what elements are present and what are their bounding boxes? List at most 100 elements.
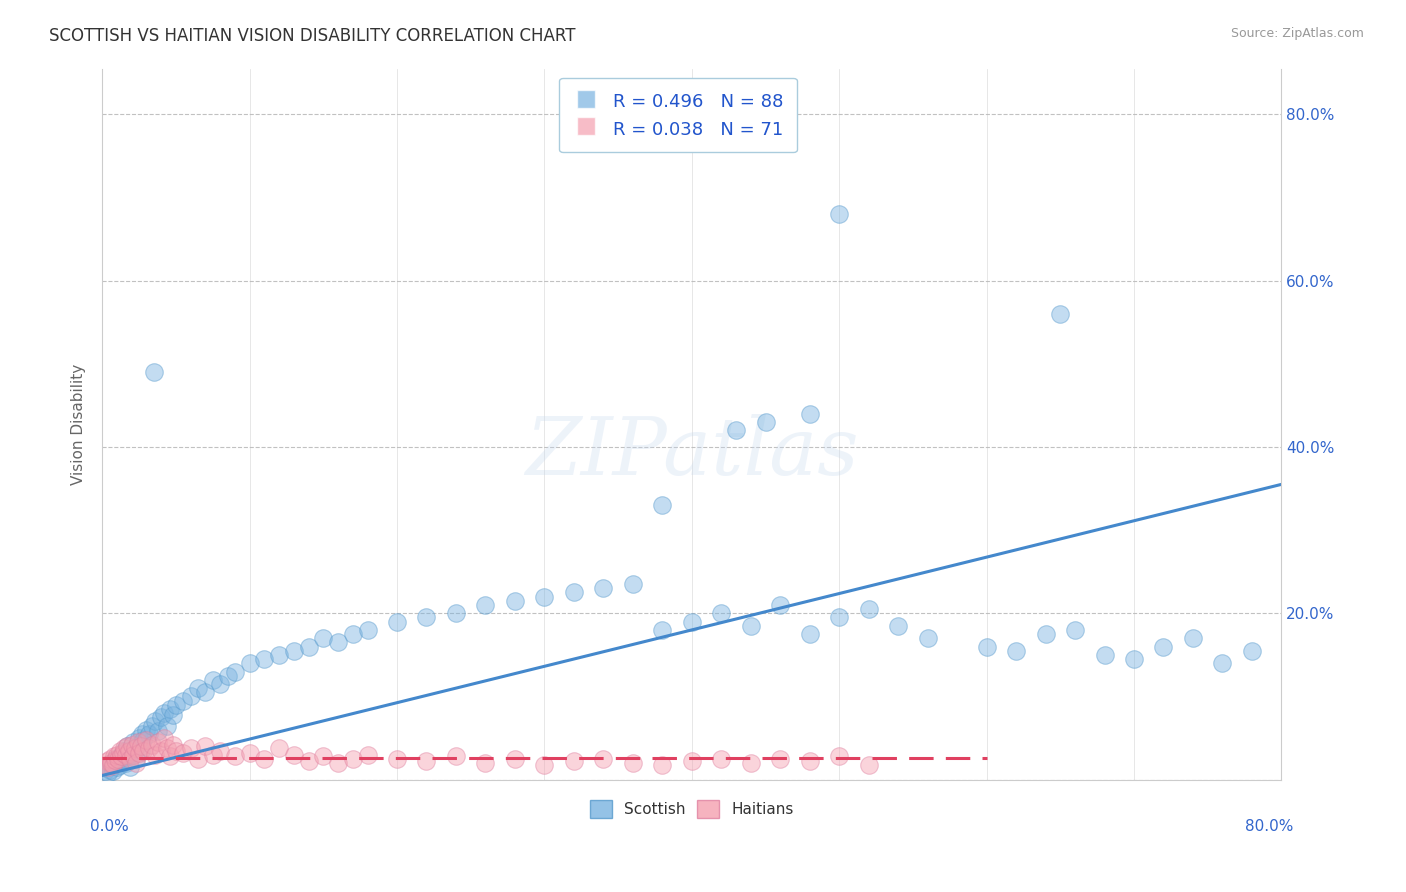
Point xyxy=(110,747,132,762)
Point xyxy=(180,690,202,704)
Point xyxy=(103,749,125,764)
Point xyxy=(828,749,851,764)
Point xyxy=(621,577,644,591)
Point xyxy=(592,752,614,766)
Point xyxy=(100,756,122,770)
Point xyxy=(122,735,145,749)
Point xyxy=(143,747,166,762)
Point xyxy=(162,738,184,752)
Point xyxy=(342,627,364,641)
Point xyxy=(117,739,139,754)
Point xyxy=(108,757,131,772)
Point xyxy=(503,752,526,766)
Point xyxy=(724,423,747,437)
Point xyxy=(474,598,496,612)
Point xyxy=(172,746,194,760)
Point xyxy=(474,756,496,770)
Point xyxy=(101,764,124,779)
Point xyxy=(1064,623,1087,637)
Point xyxy=(121,746,143,760)
Point xyxy=(132,732,155,747)
Point xyxy=(148,735,170,749)
Point xyxy=(112,743,135,757)
Point xyxy=(444,607,467,621)
Point xyxy=(201,673,224,687)
Point xyxy=(385,615,408,629)
Point xyxy=(111,752,134,766)
Text: SCOTTISH VS HAITIAN VISION DISABILITY CORRELATION CHART: SCOTTISH VS HAITIAN VISION DISABILITY CO… xyxy=(49,27,575,45)
Point xyxy=(194,739,217,754)
Point xyxy=(111,746,134,760)
Point xyxy=(129,743,152,757)
Legend: Scottish, Haitians: Scottish, Haitians xyxy=(582,792,801,825)
Point xyxy=(858,602,880,616)
Point xyxy=(562,585,585,599)
Point xyxy=(224,749,246,764)
Point xyxy=(165,743,187,757)
Point xyxy=(710,607,733,621)
Point xyxy=(239,746,262,760)
Point xyxy=(533,757,555,772)
Point xyxy=(121,738,143,752)
Point xyxy=(107,755,129,769)
Point xyxy=(621,756,644,770)
Point xyxy=(253,752,276,766)
Point xyxy=(135,723,157,737)
Point xyxy=(105,747,128,762)
Text: 0.0%: 0.0% xyxy=(90,819,129,834)
Point xyxy=(651,757,673,772)
Point xyxy=(138,727,160,741)
Point xyxy=(132,743,155,757)
Point xyxy=(159,702,181,716)
Point xyxy=(887,619,910,633)
Point xyxy=(769,752,792,766)
Point xyxy=(103,756,125,770)
Point xyxy=(194,685,217,699)
Point xyxy=(769,598,792,612)
Point xyxy=(1153,640,1175,654)
Point xyxy=(201,747,224,762)
Point xyxy=(1035,627,1057,641)
Point xyxy=(129,739,152,754)
Point xyxy=(858,757,880,772)
Point xyxy=(209,677,232,691)
Point xyxy=(283,643,305,657)
Point xyxy=(297,640,319,654)
Point xyxy=(138,741,160,756)
Point xyxy=(1049,307,1071,321)
Point xyxy=(253,652,276,666)
Point xyxy=(1094,648,1116,662)
Point xyxy=(754,415,776,429)
Point xyxy=(828,610,851,624)
Point xyxy=(142,365,165,379)
Point xyxy=(141,718,163,732)
Point xyxy=(125,752,148,766)
Point xyxy=(356,623,378,637)
Point xyxy=(128,731,150,745)
Point xyxy=(444,749,467,764)
Text: ZIPatlas: ZIPatlas xyxy=(524,414,859,491)
Point xyxy=(267,648,290,662)
Point xyxy=(96,755,118,769)
Point xyxy=(651,498,673,512)
Point xyxy=(1181,632,1204,646)
Point xyxy=(125,756,148,770)
Point xyxy=(172,693,194,707)
Point xyxy=(150,743,173,757)
Point xyxy=(98,752,121,766)
Point xyxy=(267,741,290,756)
Point xyxy=(153,731,176,745)
Point xyxy=(312,632,335,646)
Point xyxy=(159,749,181,764)
Point xyxy=(740,756,762,770)
Point xyxy=(127,738,149,752)
Point xyxy=(112,741,135,756)
Point xyxy=(165,698,187,712)
Point xyxy=(592,582,614,596)
Point xyxy=(415,755,437,769)
Point xyxy=(239,656,262,670)
Point xyxy=(122,747,145,762)
Point xyxy=(150,710,173,724)
Point xyxy=(124,741,146,756)
Point xyxy=(97,760,120,774)
